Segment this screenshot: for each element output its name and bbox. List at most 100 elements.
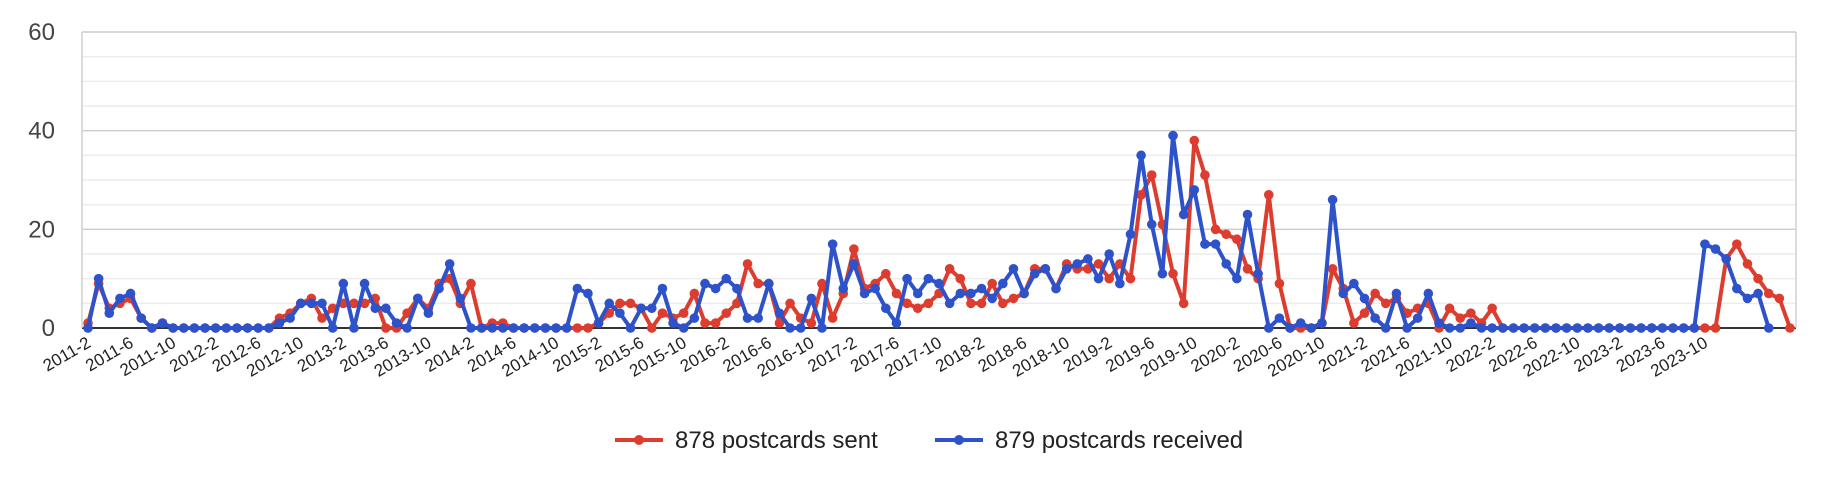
data-point: [881, 268, 891, 279]
data-point: [1295, 318, 1306, 328]
x-tick-label: 2016-2: [677, 333, 732, 376]
data-point: [657, 283, 668, 294]
data-point: [1232, 234, 1242, 244]
data-point: [264, 323, 274, 333]
data-point: [1125, 273, 1136, 284]
data-point: [93, 273, 104, 284]
data-point: [646, 303, 657, 314]
data-point: [806, 293, 817, 304]
data-point: [1317, 318, 1327, 328]
data-point: [870, 283, 880, 294]
data-point: [508, 323, 519, 333]
data-point: [1040, 264, 1051, 274]
data-point: [891, 318, 902, 328]
data-point: [327, 323, 338, 333]
legend: 878 postcards sent 879 postcards received: [615, 427, 1243, 454]
data-point: [551, 323, 561, 333]
data-point: [881, 303, 891, 314]
data-point: [157, 318, 168, 328]
data-point: [615, 298, 625, 309]
data-point: [1668, 323, 1678, 333]
data-point: [423, 308, 434, 319]
data-point: [721, 308, 732, 319]
data-point: [1359, 293, 1370, 304]
data-point: [1561, 323, 1572, 333]
data-point: [434, 283, 444, 294]
data-point: [125, 288, 136, 299]
data-point: [1380, 298, 1391, 309]
data-point: [806, 318, 817, 328]
data-point: [1242, 264, 1253, 274]
x-tick-label: 2023-2: [1570, 333, 1625, 376]
data-point: [285, 313, 295, 323]
data-point: [1700, 323, 1710, 333]
data-point: [1359, 308, 1370, 319]
data-point: [1189, 185, 1200, 195]
data-point: [944, 298, 955, 309]
data-point: [998, 298, 1008, 309]
data-point: [1710, 323, 1721, 333]
legend-swatch-dot: [954, 435, 964, 445]
data-point: [1529, 323, 1540, 333]
data-point: [785, 298, 795, 309]
data-point: [1242, 209, 1253, 220]
data-point: [83, 323, 93, 333]
data-point: [1146, 170, 1157, 180]
data-point: [689, 313, 700, 323]
data-point: [359, 278, 370, 289]
data-point: [1178, 209, 1189, 220]
data-point: [1178, 298, 1189, 309]
y-tick-label: 20: [28, 216, 55, 243]
data-point: [1753, 273, 1763, 284]
data-point: [625, 323, 636, 333]
data-point: [1115, 278, 1125, 289]
x-tick-label: 2021-2: [1315, 333, 1370, 376]
data-point: [1742, 259, 1753, 269]
data-point: [710, 283, 721, 294]
data-point: [412, 293, 423, 304]
data-point: [381, 303, 391, 314]
data-point: [1136, 190, 1146, 200]
data-point: [1763, 323, 1774, 333]
data-point: [955, 288, 966, 299]
data-point: [115, 293, 125, 304]
data-point: [466, 323, 476, 333]
data-point: [817, 278, 827, 289]
data-point: [678, 323, 689, 333]
data-point: [987, 293, 997, 304]
data-point: [1742, 293, 1753, 304]
data-point: [1551, 323, 1561, 333]
data-point: [381, 323, 391, 333]
data-point: [1274, 278, 1285, 289]
data-point: [200, 323, 210, 333]
data-point: [923, 298, 934, 309]
data-point: [987, 278, 997, 289]
data-point: [1700, 239, 1710, 249]
data-point: [519, 323, 529, 333]
data-point: [795, 323, 806, 333]
data-point: [1168, 130, 1178, 141]
data-point: [317, 313, 327, 323]
data-point: [455, 293, 466, 304]
data-point: [1253, 268, 1263, 279]
data-point: [1072, 259, 1083, 269]
data-point: [572, 323, 583, 333]
data-point: [466, 278, 476, 289]
data-point: [732, 283, 742, 294]
data-point: [1306, 323, 1317, 333]
data-point: [1189, 135, 1200, 146]
data-point: [764, 278, 774, 289]
data-point: [370, 303, 381, 314]
data-point: [1774, 293, 1785, 304]
data-point: [753, 313, 763, 323]
x-tick-label: 2018-2: [932, 333, 987, 376]
data-point: [1221, 229, 1232, 240]
data-point: [1008, 264, 1019, 274]
x-tick-label: 2013-2: [294, 333, 349, 376]
data-point: [1710, 244, 1721, 254]
data-point: [104, 308, 115, 319]
legend-swatch-dot: [634, 435, 644, 445]
data-point: [912, 303, 923, 314]
data-point: [1423, 288, 1434, 299]
